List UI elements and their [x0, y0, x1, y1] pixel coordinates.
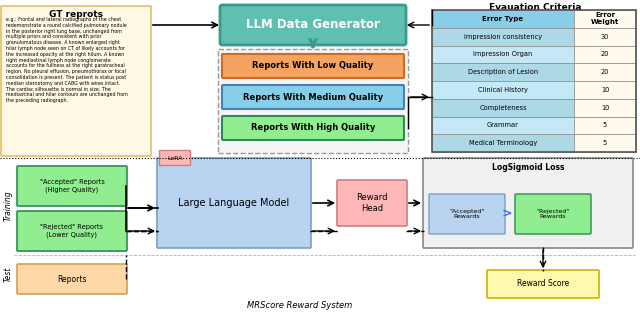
- Text: Error Type: Error Type: [483, 16, 524, 22]
- FancyBboxPatch shape: [487, 270, 599, 298]
- Text: 10: 10: [601, 87, 609, 93]
- FancyBboxPatch shape: [222, 54, 404, 78]
- Text: Test: Test: [3, 267, 13, 282]
- Text: e.g.: Frontal and lateral radiographs of the chest
redemonstrate a round calcifi: e.g.: Frontal and lateral radiographs of…: [6, 17, 128, 103]
- FancyBboxPatch shape: [222, 116, 404, 140]
- Text: Error
Weight: Error Weight: [591, 12, 619, 26]
- FancyBboxPatch shape: [222, 85, 404, 109]
- Text: 20: 20: [601, 69, 609, 75]
- FancyBboxPatch shape: [337, 180, 407, 226]
- Bar: [574, 10, 636, 28]
- Bar: [432, 117, 574, 134]
- Text: 5: 5: [603, 140, 607, 146]
- Text: >: >: [502, 208, 512, 220]
- Bar: [574, 28, 636, 45]
- Text: Evauation Criteria: Evauation Criteria: [489, 3, 581, 12]
- Text: 30: 30: [601, 34, 609, 40]
- Text: LoRA: LoRA: [167, 156, 183, 161]
- Bar: [432, 81, 574, 99]
- Bar: [432, 10, 636, 152]
- Text: Clinical History: Clinical History: [478, 87, 528, 93]
- Text: 10: 10: [601, 105, 609, 111]
- Text: "Accepted" Reports
(Higher Quality): "Accepted" Reports (Higher Quality): [40, 179, 104, 193]
- Bar: [574, 99, 636, 117]
- FancyBboxPatch shape: [157, 158, 311, 248]
- Text: Reports With High Quality: Reports With High Quality: [251, 123, 375, 133]
- Text: MRScore Reward System: MRScore Reward System: [248, 301, 353, 310]
- Text: LLM Data Generator: LLM Data Generator: [246, 19, 380, 32]
- Text: Reward
Head: Reward Head: [356, 193, 388, 213]
- Text: GT reprots: GT reprots: [49, 10, 103, 19]
- FancyBboxPatch shape: [423, 158, 633, 248]
- Text: 20: 20: [601, 51, 609, 57]
- Bar: [432, 28, 574, 45]
- Bar: [432, 63, 574, 81]
- Text: "Rejected"
Rewards: "Rejected" Rewards: [536, 209, 570, 220]
- Bar: [432, 10, 574, 28]
- Bar: [432, 45, 574, 63]
- FancyBboxPatch shape: [429, 194, 505, 234]
- Bar: [432, 99, 574, 117]
- Text: "Accepted"
Rewards: "Accepted" Rewards: [449, 209, 484, 220]
- Text: Reward Score: Reward Score: [517, 279, 569, 289]
- FancyBboxPatch shape: [220, 5, 406, 45]
- Bar: [574, 81, 636, 99]
- FancyBboxPatch shape: [17, 166, 127, 206]
- Text: Reports With Low Quality: Reports With Low Quality: [252, 61, 374, 71]
- Text: Description of Lesion: Description of Lesion: [468, 69, 538, 75]
- Text: LogSigmoid Loss: LogSigmoid Loss: [492, 163, 564, 172]
- Bar: [574, 117, 636, 134]
- Text: Impression Organ: Impression Organ: [474, 51, 532, 57]
- Text: 5: 5: [603, 122, 607, 129]
- Text: Grammar: Grammar: [487, 122, 519, 129]
- Bar: [432, 134, 574, 152]
- FancyBboxPatch shape: [515, 194, 591, 234]
- FancyBboxPatch shape: [159, 151, 191, 165]
- FancyBboxPatch shape: [17, 211, 127, 251]
- Text: Large Language Model: Large Language Model: [179, 198, 290, 208]
- FancyBboxPatch shape: [17, 264, 127, 294]
- Text: "Rejected" Reports
(Lower Quality): "Rejected" Reports (Lower Quality): [40, 224, 104, 238]
- Bar: [574, 45, 636, 63]
- Text: Impression consistency: Impression consistency: [464, 34, 542, 40]
- Bar: [574, 134, 636, 152]
- Text: Completeness: Completeness: [479, 105, 527, 111]
- Bar: [218, 49, 408, 153]
- Bar: [574, 63, 636, 81]
- Text: Medical Terminology: Medical Terminology: [469, 140, 537, 146]
- FancyBboxPatch shape: [1, 6, 151, 156]
- Text: Reports With Medium Quality: Reports With Medium Quality: [243, 93, 383, 101]
- Text: Reports: Reports: [57, 274, 87, 284]
- Text: Training: Training: [3, 190, 13, 220]
